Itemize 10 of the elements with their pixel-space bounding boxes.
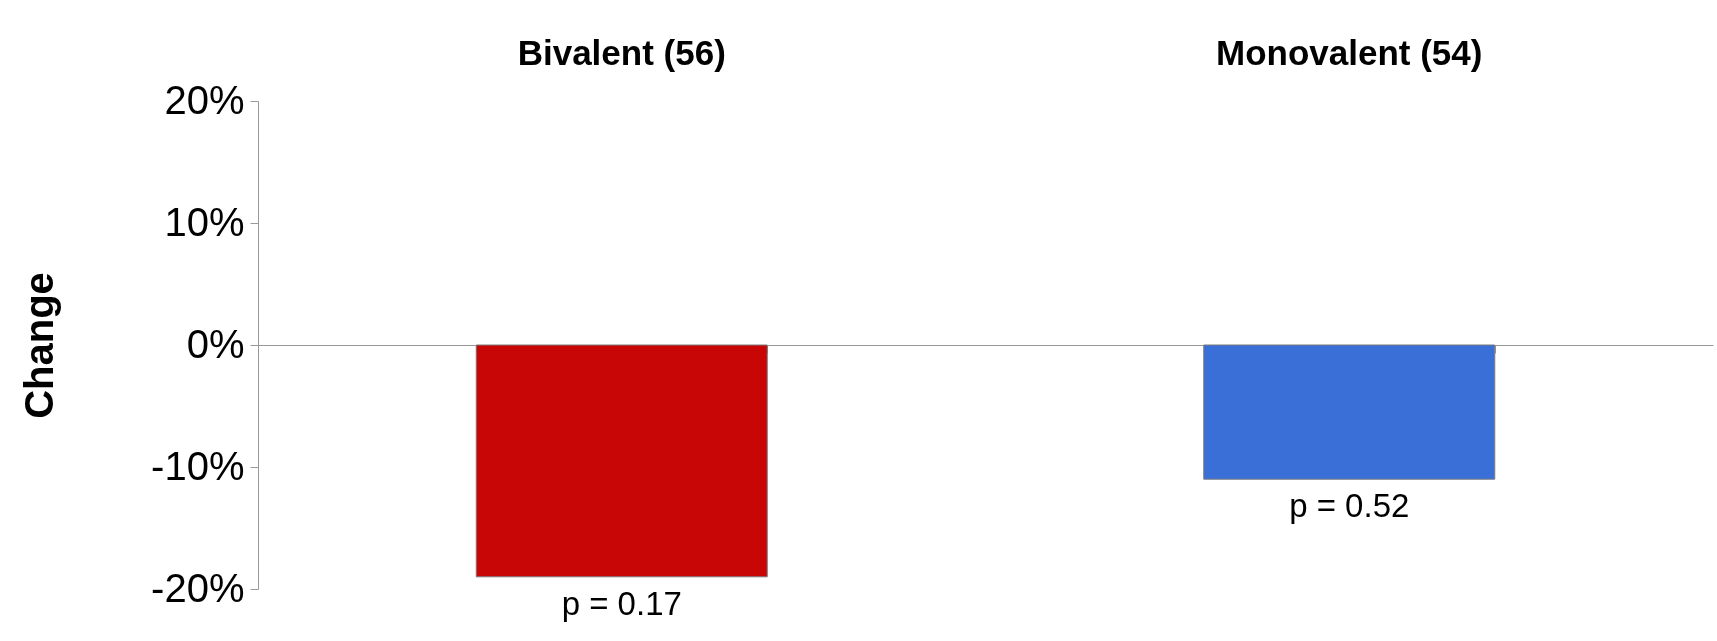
x-tick-label: Bivalent (56) bbox=[517, 32, 726, 72]
annotation: p = 0.52 bbox=[1289, 487, 1410, 525]
x-tick-label: Monovalent (54) bbox=[1216, 32, 1483, 72]
annotation: p = 0.17 bbox=[561, 584, 682, 622]
y-tick-label: 20% bbox=[164, 77, 245, 122]
y-tick-label: 10% bbox=[164, 199, 245, 244]
y-axis-title: Change bbox=[17, 272, 62, 419]
y-tick-label: -10% bbox=[151, 443, 245, 488]
y-tick-label: 0% bbox=[186, 321, 245, 366]
y-tick-label: -20% bbox=[151, 565, 245, 610]
